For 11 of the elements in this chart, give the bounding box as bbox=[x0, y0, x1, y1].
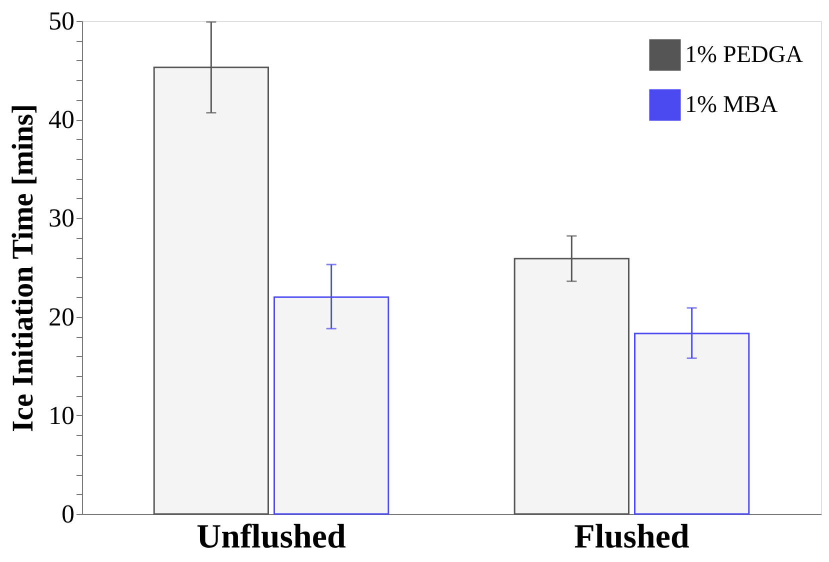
y-axis-title: Ice Initiation Time [mins] bbox=[6, 104, 40, 432]
legend-label: 1% MBA bbox=[685, 92, 778, 118]
x-tick-label: Flushed bbox=[574, 518, 690, 556]
y-tick-label: 10 bbox=[48, 400, 74, 430]
y-tick-label: 30 bbox=[48, 204, 74, 233]
y-tick-label: 0 bbox=[62, 500, 74, 528]
y-tick-label: 20 bbox=[48, 302, 74, 332]
y-tick-label: 50 bbox=[48, 6, 74, 36]
legend-label: 1% PEDGA bbox=[685, 42, 804, 68]
y-tick-label: 40 bbox=[48, 105, 74, 134]
x-tick-label: Unflushed bbox=[196, 518, 346, 556]
